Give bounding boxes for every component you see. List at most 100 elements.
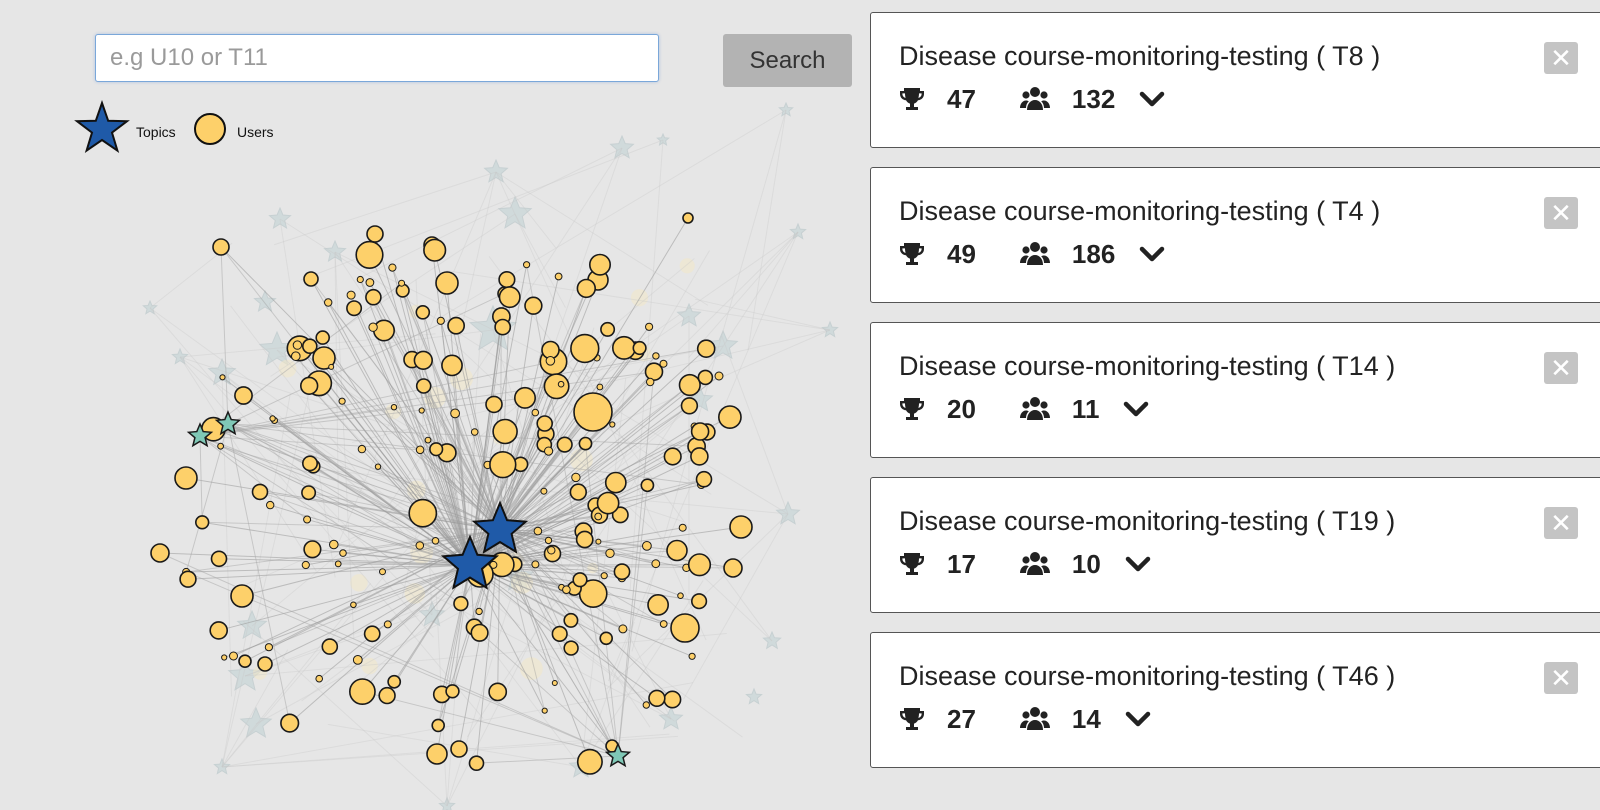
user-node[interactable]: [485, 395, 503, 414]
user-node[interactable]: [498, 286, 521, 309]
user-node[interactable]: [174, 466, 198, 490]
user-node[interactable]: [611, 335, 636, 360]
user-node[interactable]: [729, 515, 753, 539]
user-node[interactable]: [604, 471, 627, 494]
user-node[interactable]: [531, 408, 540, 417]
user-node[interactable]: [303, 271, 319, 287]
user-node[interactable]: [573, 392, 613, 432]
user-node[interactable]: [338, 397, 346, 405]
user-node[interactable]: [489, 451, 517, 479]
user-node[interactable]: [363, 625, 381, 643]
user-node[interactable]: [563, 612, 579, 628]
chevron-down-icon[interactable]: [1139, 244, 1165, 264]
topic-card[interactable]: Disease course-monitoring-testing ( T8 )…: [870, 12, 1600, 148]
topic-card[interactable]: Disease course-monitoring-testing ( T19 …: [870, 477, 1600, 613]
search-input[interactable]: [95, 34, 659, 82]
user-node[interactable]: [697, 369, 714, 386]
user-node[interactable]: [523, 261, 531, 269]
user-node[interactable]: [219, 374, 226, 381]
user-node[interactable]: [541, 340, 560, 360]
user-node[interactable]: [571, 472, 581, 483]
user-node[interactable]: [408, 498, 438, 528]
user-node[interactable]: [576, 278, 596, 299]
network-graph[interactable]: [0, 0, 860, 810]
user-node[interactable]: [429, 442, 444, 457]
user-node[interactable]: [418, 407, 425, 414]
user-node[interactable]: [570, 333, 600, 364]
topic-card[interactable]: Disease course-monitoring-testing ( T14 …: [870, 322, 1600, 458]
user-node[interactable]: [387, 674, 402, 689]
user-node[interactable]: [647, 594, 670, 616]
user-node[interactable]: [365, 278, 375, 287]
user-node[interactable]: [301, 485, 317, 501]
user-node[interactable]: [531, 560, 540, 569]
user-node[interactable]: [551, 680, 558, 686]
user-node[interactable]: [221, 654, 228, 661]
user-node[interactable]: [569, 483, 587, 501]
user-node[interactable]: [678, 373, 701, 397]
user-node[interactable]: [415, 445, 425, 455]
user-node[interactable]: [257, 656, 273, 672]
user-node[interactable]: [609, 421, 616, 428]
user-node[interactable]: [238, 654, 252, 669]
user-node[interactable]: [423, 238, 447, 262]
close-icon[interactable]: ✕: [1544, 507, 1578, 539]
user-node[interactable]: [431, 718, 446, 733]
user-node[interactable]: [545, 356, 556, 366]
user-node[interactable]: [436, 316, 445, 325]
user-node[interactable]: [652, 352, 660, 360]
close-icon[interactable]: ✕: [1544, 352, 1578, 384]
user-node[interactable]: [690, 447, 709, 466]
user-node[interactable]: [315, 330, 331, 345]
user-node[interactable]: [350, 601, 357, 609]
user-node[interactable]: [209, 621, 228, 640]
search-button[interactable]: Search: [723, 34, 852, 87]
user-node[interactable]: [357, 444, 367, 454]
user-node[interactable]: [372, 319, 395, 342]
user-node[interactable]: [324, 298, 333, 307]
user-node[interactable]: [356, 275, 364, 284]
user-node[interactable]: [470, 623, 489, 642]
user-node[interactable]: [718, 405, 742, 430]
user-node[interactable]: [488, 682, 508, 702]
user-node[interactable]: [431, 537, 440, 545]
user-node[interactable]: [303, 515, 312, 524]
user-node[interactable]: [301, 560, 310, 570]
user-node[interactable]: [646, 377, 655, 387]
user-node[interactable]: [682, 212, 694, 224]
user-node[interactable]: [572, 572, 588, 588]
user-node[interactable]: [348, 678, 376, 706]
user-node[interactable]: [666, 539, 688, 562]
user-node[interactable]: [445, 684, 460, 699]
user-node[interactable]: [687, 553, 712, 577]
user-node[interactable]: [329, 539, 339, 550]
user-node[interactable]: [150, 543, 170, 563]
user-node[interactable]: [611, 506, 629, 524]
user-node[interactable]: [300, 376, 319, 395]
user-node[interactable]: [475, 607, 483, 616]
user-node[interactable]: [688, 652, 696, 660]
topic-node[interactable]: [440, 534, 500, 590]
user-node[interactable]: [618, 624, 628, 634]
user-node[interactable]: [251, 483, 269, 501]
user-node[interactable]: [595, 538, 602, 545]
user-node[interactable]: [556, 436, 573, 453]
user-node[interactable]: [426, 743, 448, 765]
user-node[interactable]: [470, 428, 479, 436]
user-node[interactable]: [447, 316, 466, 335]
user-node[interactable]: [352, 655, 363, 665]
user-node[interactable]: [533, 526, 543, 536]
user-node[interactable]: [588, 253, 611, 276]
user-node[interactable]: [696, 339, 716, 359]
user-node[interactable]: [551, 625, 568, 643]
user-node[interactable]: [632, 340, 647, 356]
user-node[interactable]: [415, 541, 425, 550]
user-node[interactable]: [670, 613, 700, 643]
user-node[interactable]: [301, 338, 318, 355]
user-node[interactable]: [663, 447, 682, 466]
user-node[interactable]: [339, 549, 347, 557]
chevron-down-icon[interactable]: [1125, 709, 1151, 729]
user-node[interactable]: [648, 689, 666, 707]
user-node[interactable]: [280, 713, 300, 733]
user-node[interactable]: [210, 550, 228, 568]
